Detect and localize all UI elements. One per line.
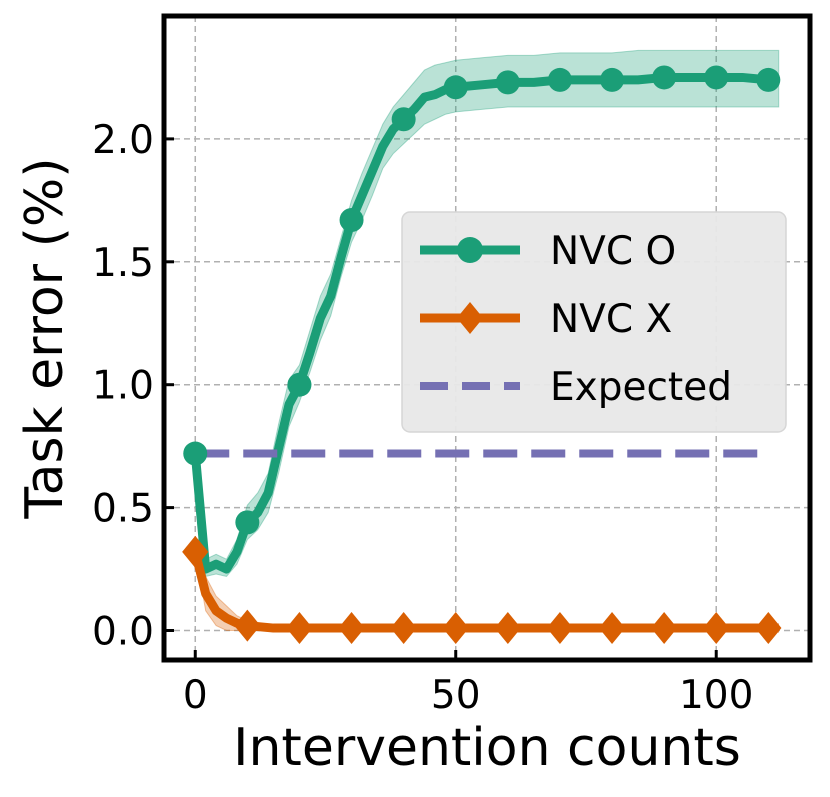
y-tick-label: 1.0 xyxy=(92,364,154,409)
marker-series-1 xyxy=(547,612,573,644)
marker-series-1 xyxy=(703,612,729,644)
band-series-1 xyxy=(195,552,778,631)
marker-series-0 xyxy=(548,68,572,92)
marker-series-0 xyxy=(444,75,468,99)
marker-series-1 xyxy=(286,612,312,644)
legend-label: NVC X xyxy=(550,297,672,342)
line-series-1 xyxy=(195,552,778,628)
marker-series-1 xyxy=(391,612,417,644)
marker-series-0 xyxy=(600,68,624,92)
marker-series-1 xyxy=(234,610,260,642)
legend-marker-series-0 xyxy=(457,237,483,263)
marker-series-1 xyxy=(651,612,677,644)
marker-series-0 xyxy=(496,70,520,94)
marker-series-0 xyxy=(235,510,259,534)
legend: NVC O NVC X Expected xyxy=(402,212,786,432)
marker-series-1 xyxy=(338,612,364,644)
marker-series-0 xyxy=(287,373,311,397)
x-tick-label: 50 xyxy=(431,673,481,718)
marker-series-1 xyxy=(495,612,521,644)
y-tick-label: 0.0 xyxy=(92,610,154,655)
x-tick-label: 0 xyxy=(183,673,208,718)
y-tick-label: 1.5 xyxy=(92,241,154,286)
chart: 0 50 100 0.0 0.5 1.0 1.5 2.0 NVC O NVC X Expected… xyxy=(0,0,830,797)
marker-series-1 xyxy=(443,612,469,644)
marker-series-0 xyxy=(340,208,364,232)
marker-series-0 xyxy=(652,65,676,89)
legend-label: Expected xyxy=(550,365,732,410)
legend-label: NVC O xyxy=(550,229,676,274)
marker-series-0 xyxy=(704,65,728,89)
marker-series-1 xyxy=(755,612,781,644)
y-tick-label: 2.0 xyxy=(92,118,154,163)
x-axis-title: Intervention counts xyxy=(233,718,741,778)
marker-series-1 xyxy=(599,612,625,644)
y-axis-title: Task error (%) xyxy=(15,157,75,519)
marker-series-0 xyxy=(183,442,207,466)
marker-series-0 xyxy=(756,68,780,92)
marker-series-0 xyxy=(392,107,416,131)
x-tick-label: 100 xyxy=(679,673,753,718)
y-tick-label: 0.5 xyxy=(92,487,154,532)
